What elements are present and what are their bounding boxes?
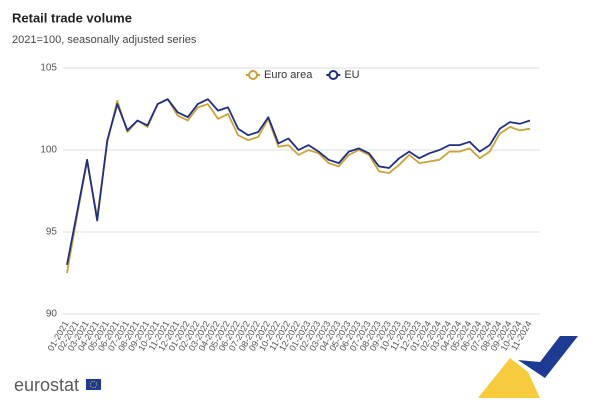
legend-label: Euro area: [264, 69, 313, 81]
legend-label: EU: [344, 69, 359, 81]
flag: [86, 379, 101, 390]
swoosh-yellow: [478, 358, 540, 398]
flag-stars: [89, 380, 98, 389]
swoosh-blue: [518, 336, 578, 378]
y-tick-label: 90: [46, 309, 58, 320]
chart-subtitle: 2021=100, seasonally adjusted series: [12, 34, 197, 46]
series-line: [66, 98, 531, 274]
series-line: [66, 98, 531, 265]
y-tick-label: 100: [40, 145, 57, 156]
y-tick-label: 95: [46, 227, 58, 238]
decoration: [478, 336, 578, 398]
legend-marker: [248, 70, 258, 80]
logo: eurostat: [14, 375, 101, 395]
y-tick-label: 105: [40, 63, 57, 74]
chart-title: Retail trade volume: [12, 10, 132, 25]
brand: eurostat: [14, 375, 79, 395]
legend-marker: [328, 70, 339, 80]
